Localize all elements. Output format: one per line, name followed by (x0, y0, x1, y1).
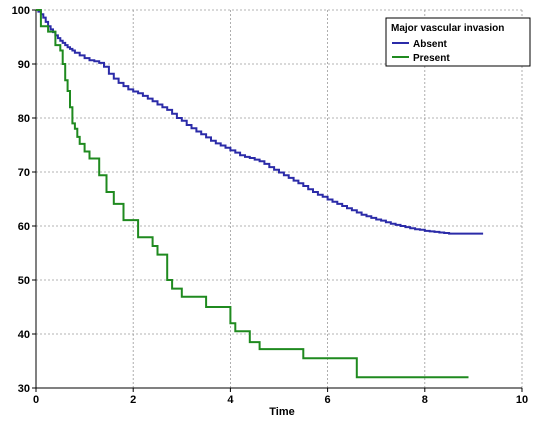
legend-label-present: Present (413, 53, 450, 64)
y-tick-label: 40 (18, 329, 30, 341)
y-tick-label: 50 (18, 275, 30, 287)
series-line-absent (36, 9, 484, 235)
y-tick-label: 60 (18, 221, 30, 233)
legend-title: Major vascular invasion (391, 23, 504, 34)
series-line-present (36, 9, 469, 379)
x-tick-label: 6 (325, 394, 331, 406)
axis-ticks: 30 40 50 60 70 80 90 100 0 2 4 6 8 10 (12, 5, 528, 406)
y-tick-label: 90 (18, 59, 30, 71)
y-tick-label: 80 (18, 113, 30, 125)
x-tick-label: 4 (227, 394, 234, 406)
x-tick-label: 8 (422, 394, 428, 406)
legend: Major vascular invasion Absent Present (385, 17, 531, 67)
x-tick-label: 10 (516, 394, 528, 406)
x-tick-label: 2 (130, 394, 136, 406)
x-tick-label: 0 (33, 394, 39, 406)
legend-box (385, 17, 531, 67)
series-lines (36, 9, 484, 379)
x-axis-title: Time (269, 406, 294, 418)
y-tick-label: 100 (12, 5, 30, 17)
y-tick-label: 70 (18, 167, 30, 179)
legend-label-absent: Absent (413, 39, 448, 50)
y-tick-label: 30 (18, 383, 30, 395)
